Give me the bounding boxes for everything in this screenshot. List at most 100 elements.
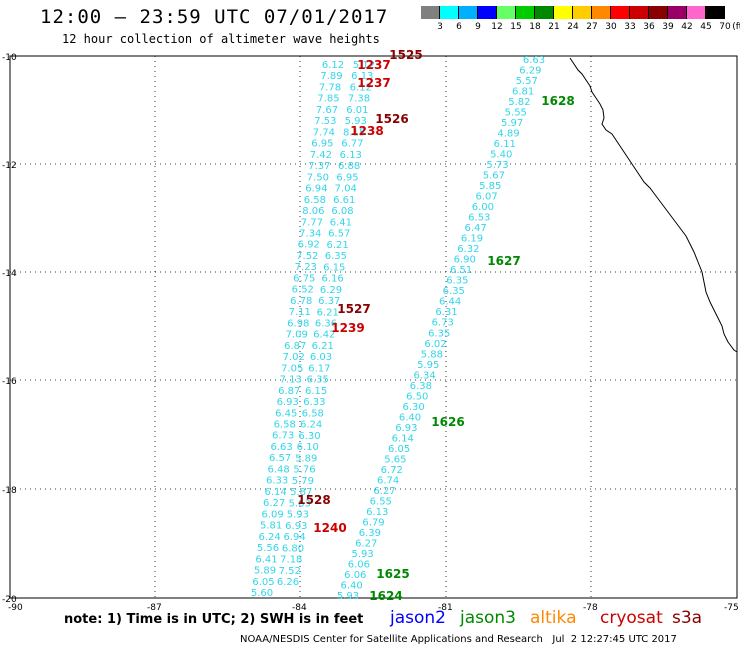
coastline xyxy=(569,57,738,353)
pass-label: 1237 xyxy=(357,76,390,90)
wave-height-value: 6.94 xyxy=(305,184,327,195)
longitude-label: -90 xyxy=(8,603,23,613)
wave-height-value: 6.74 xyxy=(377,475,399,486)
color-scale-label: 36 xyxy=(643,22,655,32)
wave-height-value: 6.93 xyxy=(285,521,307,532)
wave-height-value: 4.89 xyxy=(497,129,519,140)
wave-height-value: 6.14 xyxy=(264,487,286,498)
wave-height-value: 7.04 xyxy=(335,184,357,195)
wave-height-value: 7.13 xyxy=(280,375,302,386)
wave-height-value: 6.16 xyxy=(321,274,343,285)
map-border xyxy=(9,55,738,599)
latitude-label: -20 xyxy=(2,595,17,605)
wave-height-value: 6.15 xyxy=(305,386,327,397)
map-subtitle: 12 hour collection of altimeter wave hei… xyxy=(62,32,380,46)
wave-height-value: 5.89 xyxy=(295,453,317,464)
wave-height-value: 6.09 xyxy=(261,509,283,520)
wave-height-value: 6.05 xyxy=(252,577,274,588)
color-scale-label: 45 xyxy=(700,22,712,32)
wave-height-value: 5.93 xyxy=(351,549,373,560)
color-scale-label: 6 xyxy=(456,22,462,32)
legend-item-cryosat: cryosat xyxy=(600,608,663,628)
wave-height-value: 6.44 xyxy=(439,297,461,308)
wave-height-value: 6.80 xyxy=(282,543,304,554)
footnote: note: 1) Time is in UTC; 2) SWH is in fe… xyxy=(64,612,364,627)
wave-height-value: 6.61 xyxy=(333,195,355,206)
pass-label: 1526 xyxy=(375,112,408,126)
wave-height-value: 6.42 xyxy=(313,330,335,341)
wave-height-value: 6.21 xyxy=(326,240,348,251)
wave-height-value: 6.93 xyxy=(277,397,299,408)
wave-height-value: 6.27 xyxy=(355,539,377,550)
wave-height-value: 6.02 xyxy=(424,339,446,350)
legend-item-s3a: s3a xyxy=(672,608,703,628)
wave-height-value: 6.57 xyxy=(269,453,291,464)
wave-height-value: 6.03 xyxy=(310,352,332,363)
wave-height-value: 5.95 xyxy=(417,360,439,371)
wave-height-value: 6.06 xyxy=(344,570,366,581)
color-swatch xyxy=(687,6,706,19)
wave-height-value: 6.48 xyxy=(267,464,289,475)
wave-height-value: 6.21 xyxy=(312,341,334,352)
longitude-label: -87 xyxy=(147,603,162,613)
wave-height-value: 7.78 xyxy=(319,83,341,94)
pass-label: 1626 xyxy=(431,415,464,429)
wave-height-value: 7.18 xyxy=(280,555,302,566)
wave-height-value: 8.06 xyxy=(302,206,324,217)
wave-height-value: 5.55 xyxy=(505,108,527,119)
wave-height-value: 6.45 xyxy=(275,408,297,419)
color-scale-label: 18 xyxy=(529,22,541,32)
wave-height-value: 6.00 xyxy=(472,202,494,213)
color-scale-label: 39 xyxy=(662,22,674,32)
wave-height-value: 7.34 xyxy=(299,229,321,240)
color-swatch xyxy=(592,6,611,19)
wave-height-value: 7.74 xyxy=(313,127,335,138)
color-swatch xyxy=(440,6,459,19)
wave-height-value: 5.79 xyxy=(292,476,314,487)
wave-height-value: 6.35 xyxy=(443,286,465,297)
wave-height-value: 5.93 xyxy=(287,510,309,521)
wave-height-value: 6.15 xyxy=(323,262,345,273)
wave-height-value: 6.63 xyxy=(523,55,545,66)
latitude-label: -10 xyxy=(2,53,17,63)
wave-height-value: 6.55 xyxy=(370,496,392,507)
color-scale-unit: (ft) xyxy=(732,22,740,32)
wave-height-value: 7.37 xyxy=(308,161,330,172)
map-axis-labels: -10 -12 -14 -16 -18 -20-90 -87 -84 -81 -78 -75 xyxy=(2,53,739,613)
wave-height-value: 6.41 xyxy=(255,554,277,565)
pass-label: 1627 xyxy=(487,254,520,268)
color-scale-label: 33 xyxy=(624,22,636,32)
wave-height-value: 7.52 xyxy=(296,251,318,262)
legend-item-altika: altika xyxy=(530,608,577,628)
wave-height-value: 6.35 xyxy=(446,276,468,287)
latitude-label: -18 xyxy=(2,486,17,496)
wave-height-value: 6.24 xyxy=(258,532,280,543)
wave-height-value: 6.94 xyxy=(283,532,305,543)
wave-height-value: 7.67 xyxy=(316,105,338,116)
wave-height-value: 6.30 xyxy=(298,431,320,442)
wave-height-value: 6.38 xyxy=(410,381,432,392)
wave-height-value: 5.67 xyxy=(483,171,505,182)
wave-height-value: 6.73 xyxy=(272,431,294,442)
wave-height-value: 6.12 xyxy=(322,60,344,71)
wave-height-value: 6.12 xyxy=(350,83,372,94)
wave-height-value: 6.35 xyxy=(307,375,329,386)
pass-label: 1237 xyxy=(357,58,390,72)
map-title: 12:00 – 23:59 UTC 07/01/2017 xyxy=(40,6,389,28)
longitude-label: -84 xyxy=(292,603,307,613)
wave-height-value: 7.11 xyxy=(289,307,311,318)
wave-height-value: 6.13 xyxy=(366,507,388,518)
wave-height-value: 6.88 xyxy=(338,161,360,172)
wave-height-value: 6.92 xyxy=(298,240,320,251)
wave-height-value: 5.63 xyxy=(288,498,310,509)
wave-height-value: 7.38 xyxy=(348,94,370,105)
wave-height-value: 5.93 xyxy=(345,116,367,127)
pass-label: 1628 xyxy=(541,94,574,108)
wave-height-value: 6.41 xyxy=(330,217,352,228)
color-scale-label: 27 xyxy=(586,22,598,32)
credit-line: NOAA/NESDIS Center for Satellite Applica… xyxy=(240,634,677,645)
wave-height-value: 5.81 xyxy=(260,521,282,532)
wave-height-value: 6.58 xyxy=(274,420,296,431)
wave-height-value: 6.17 xyxy=(308,364,330,375)
